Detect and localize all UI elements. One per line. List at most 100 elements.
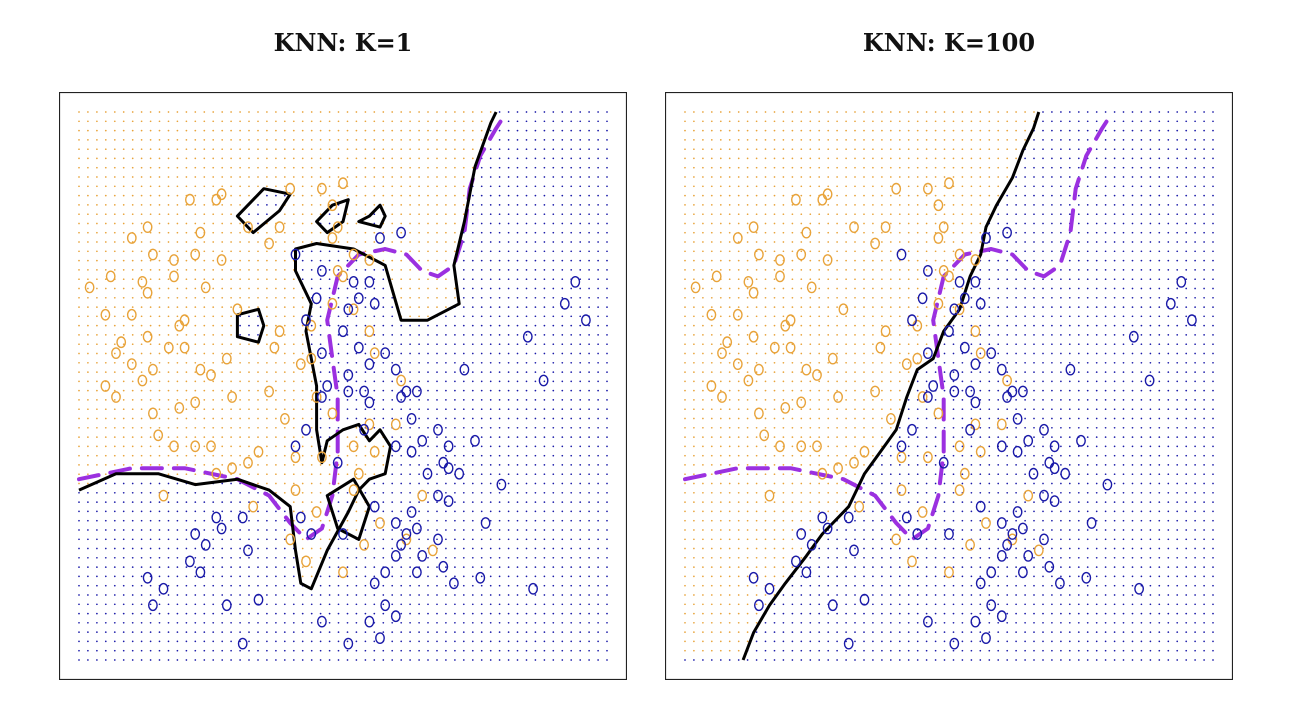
- grid-point-orange: [773, 343, 776, 346]
- grid-point-orange: [710, 222, 713, 225]
- grid-point-orange: [782, 529, 785, 531]
- grid-point-orange: [809, 436, 812, 438]
- grid-point-orange: [346, 176, 349, 178]
- grid-point-blue: [418, 640, 420, 643]
- grid-point-orange: [78, 157, 80, 160]
- grid-point-blue: [78, 603, 80, 606]
- orange-point: [211, 193, 222, 206]
- grid-point-blue: [427, 426, 429, 429]
- grid-point-orange: [131, 213, 134, 216]
- grid-point-blue: [588, 139, 590, 141]
- grid-point-blue: [507, 120, 510, 123]
- grid-point-orange: [702, 176, 704, 178]
- grid-point-orange: [836, 343, 838, 346]
- grid-point-blue: [319, 324, 322, 327]
- grid-point-blue: [597, 566, 599, 568]
- grid-point-orange: [346, 139, 349, 141]
- grid-point-blue: [409, 380, 411, 383]
- grid-point-orange: [158, 324, 161, 327]
- grid-point-orange: [436, 139, 438, 141]
- grid-point-blue: [391, 380, 394, 383]
- grid-point-blue: [355, 547, 358, 550]
- grid-point-blue: [561, 417, 564, 420]
- grid-point-orange: [684, 575, 686, 578]
- grid-point-orange: [809, 426, 812, 429]
- grid-point-orange: [176, 315, 179, 318]
- grid-point-orange: [78, 194, 80, 197]
- grid-point-blue: [203, 491, 206, 494]
- grid-point-blue: [275, 584, 277, 587]
- grid-point-orange: [248, 464, 250, 466]
- grid-point-blue: [436, 371, 438, 373]
- grid-point-blue: [436, 621, 438, 624]
- grid-point-blue: [579, 296, 582, 299]
- grid-point-blue: [489, 148, 492, 151]
- grid-point-blue: [480, 482, 483, 485]
- grid-point-blue: [122, 556, 125, 559]
- grid-point-blue: [337, 510, 340, 513]
- grid-point-orange: [710, 343, 713, 346]
- grid-point-orange: [104, 371, 107, 373]
- grid-point-orange: [746, 213, 749, 216]
- grid-point-orange: [149, 352, 152, 355]
- grid-point-orange: [773, 529, 776, 531]
- grid-point-orange: [364, 176, 367, 178]
- grid-point-blue: [391, 594, 394, 596]
- grid-point-orange: [746, 426, 749, 429]
- grid-point-blue: [854, 594, 856, 596]
- grid-point-blue: [355, 361, 358, 364]
- grid-point-orange: [710, 491, 713, 494]
- grid-point-blue: [445, 501, 447, 503]
- grid-point-orange: [764, 241, 767, 243]
- grid-point-orange: [364, 166, 367, 169]
- grid-point-blue: [158, 538, 161, 541]
- grid-point-orange: [131, 176, 134, 178]
- grid-point-blue: [552, 640, 555, 643]
- grid-point-blue: [194, 621, 197, 624]
- grid-point-orange: [382, 194, 385, 197]
- grid-point-orange: [194, 194, 197, 197]
- blue-point: [253, 593, 264, 606]
- grid-point-orange: [427, 231, 429, 234]
- grid-point-blue: [561, 399, 564, 401]
- grid-point-orange: [719, 547, 722, 550]
- orange-point: [390, 418, 401, 431]
- grid-point-blue: [606, 352, 608, 355]
- grid-point-orange: [809, 259, 812, 262]
- grid-point-orange: [427, 176, 429, 178]
- grid-point-orange: [140, 278, 143, 281]
- grid-point-orange: [719, 185, 722, 188]
- grid-point-orange: [310, 399, 313, 401]
- grid-point-blue: [400, 547, 403, 550]
- grid-point-blue: [409, 491, 411, 494]
- grid-point-blue: [737, 659, 740, 661]
- grid-point-orange: [131, 343, 134, 346]
- grid-point-blue: [525, 399, 528, 401]
- grid-point-orange: [684, 612, 686, 615]
- grid-point-orange: [809, 176, 812, 178]
- grid-point-blue: [818, 640, 821, 643]
- grid-point-orange: [391, 241, 394, 243]
- grid-point-orange: [230, 296, 232, 299]
- grid-point-blue: [445, 389, 447, 392]
- grid-point-orange: [728, 519, 731, 522]
- grid-point-blue: [552, 519, 555, 522]
- grid-point-blue: [597, 659, 599, 661]
- grid-point-blue: [400, 482, 403, 485]
- grid-point-orange: [710, 417, 713, 420]
- blue-point: [221, 599, 232, 612]
- grid-point-orange: [445, 148, 447, 151]
- grid-point-blue: [507, 250, 510, 253]
- orange-point: [148, 363, 158, 376]
- grid-point-orange: [230, 166, 232, 169]
- grid-point-blue: [346, 501, 349, 503]
- grid-point-orange: [684, 361, 686, 364]
- orange-point: [295, 358, 306, 370]
- grid-point-blue: [854, 612, 856, 615]
- grid-point-orange: [122, 408, 125, 411]
- grid-point-orange: [194, 269, 197, 271]
- grid-point-blue: [561, 259, 564, 262]
- grid-point-orange: [710, 176, 713, 178]
- grid-point-orange: [773, 436, 776, 438]
- grid-point-blue: [543, 241, 546, 243]
